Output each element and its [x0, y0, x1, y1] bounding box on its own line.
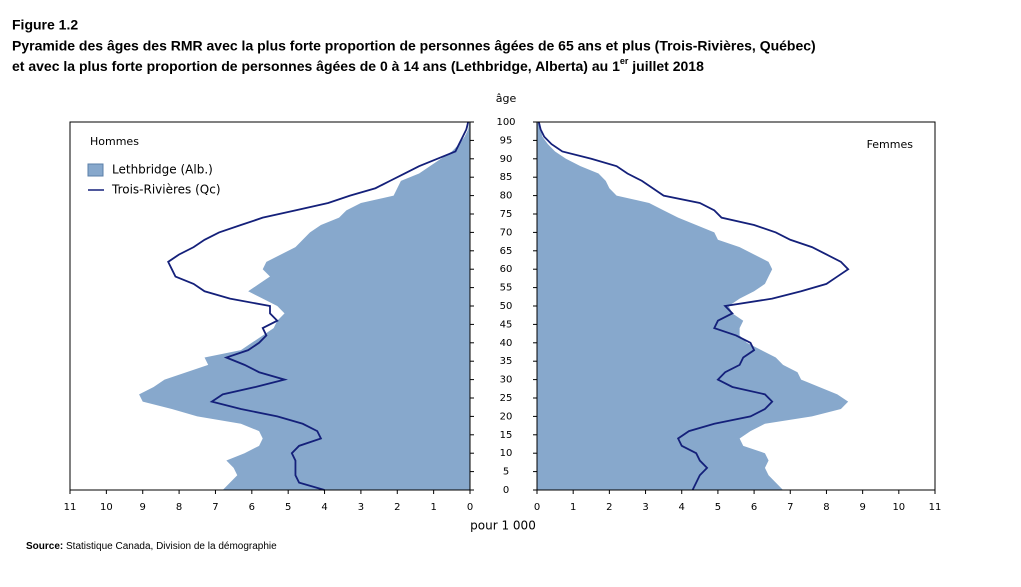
chart-subtitle: et avec la plus forte proportion de pers… — [12, 56, 704, 73]
plot-area: 0510152025303540455055606570758085909510… — [64, 117, 942, 513]
population-area — [537, 122, 849, 490]
source-label: Source: — [26, 541, 63, 552]
x-tick-label: 3 — [358, 502, 364, 513]
population-area — [139, 122, 470, 490]
legend-label: Lethbridge (Alb.) — [112, 163, 213, 177]
y-tick-label: 0 — [503, 485, 509, 496]
y-tick-label: 90 — [500, 154, 513, 165]
x-tick-label: 8 — [823, 502, 829, 513]
y-tick-label: 65 — [500, 246, 513, 257]
x-tick-label: 9 — [140, 502, 146, 513]
subtitle-part: juillet 2018 — [628, 58, 704, 74]
x-tick-label: 4 — [679, 502, 685, 513]
y-axis-label: âge — [496, 92, 517, 105]
x-tick-label: 4 — [321, 502, 327, 513]
y-tick-label: 40 — [500, 338, 513, 349]
y-tick-label: 30 — [500, 375, 513, 386]
x-tick-label: 6 — [249, 502, 255, 513]
x-tick-label: 10 — [892, 502, 905, 513]
x-tick-label: 11 — [64, 502, 77, 513]
y-tick-label: 25 — [500, 393, 513, 404]
x-tick-label: 1 — [570, 502, 576, 513]
y-tick-label: 20 — [500, 411, 513, 422]
x-tick-label: 1 — [430, 502, 436, 513]
x-tick-label: 5 — [285, 502, 291, 513]
source-text: Statistique Canada, Division de la démog… — [66, 541, 277, 552]
y-tick-label: 50 — [500, 301, 513, 312]
x-tick-label: 11 — [929, 502, 942, 513]
x-tick-label: 7 — [212, 502, 218, 513]
y-tick-label: 55 — [500, 283, 513, 294]
y-tick-label: 45 — [500, 319, 513, 330]
y-tick-label: 70 — [500, 227, 513, 238]
panel-label: Femmes — [867, 138, 914, 151]
y-tick-label: 100 — [496, 117, 515, 128]
y-tick-label: 80 — [500, 191, 513, 202]
y-tick-label: 95 — [500, 135, 513, 146]
legend-swatch — [87, 163, 104, 177]
x-tick-label: 2 — [394, 502, 400, 513]
panel-label: Hommes — [90, 135, 139, 148]
x-tick-label: 10 — [100, 502, 113, 513]
source: Source: Statistique Canada, Division de … — [26, 541, 277, 552]
y-tick-label: 35 — [500, 356, 513, 367]
population-line — [537, 121, 850, 491]
population-line — [167, 121, 470, 491]
x-axis-label: pour 1 000 — [470, 519, 536, 533]
x-tick-label: 2 — [606, 502, 612, 513]
y-tick-label: 75 — [500, 209, 513, 220]
subtitle-superscript: er — [620, 56, 629, 66]
x-tick-label: 0 — [534, 502, 540, 513]
x-tick-label: 6 — [751, 502, 757, 513]
x-tick-label: 9 — [859, 502, 865, 513]
x-tick-label: 7 — [787, 502, 793, 513]
subtitle-part: et avec la plus forte proportion de pers… — [12, 58, 620, 74]
y-tick-label: 15 — [500, 430, 513, 441]
y-tick-label: 60 — [500, 264, 513, 275]
x-tick-label: 5 — [715, 502, 721, 513]
chart-subtitle: Pyramide des âges des RMR avec la plus f… — [12, 38, 816, 54]
y-tick-label: 85 — [500, 172, 513, 183]
legend-label: Trois-Rivières (Qc) — [111, 183, 221, 197]
x-tick-label: 8 — [176, 502, 182, 513]
y-tick-label: 10 — [500, 448, 513, 459]
x-tick-label: 3 — [642, 502, 648, 513]
x-tick-label: 0 — [467, 502, 473, 513]
chart-title: Figure 1.2 — [12, 17, 78, 33]
y-tick-label: 5 — [503, 467, 509, 478]
